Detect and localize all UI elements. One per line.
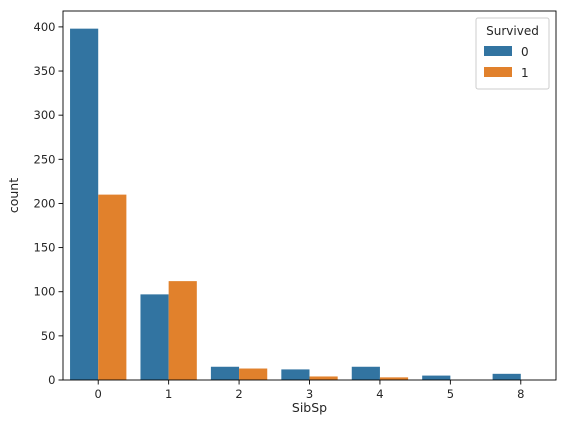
bar-sibsp-1-survived-1 bbox=[168, 281, 197, 380]
x-tick-label: 8 bbox=[517, 387, 524, 401]
y-tick-label: 200 bbox=[34, 196, 56, 210]
legend-title: Survived bbox=[486, 24, 539, 38]
x-tick-label: 2 bbox=[235, 387, 242, 401]
bars-group bbox=[70, 28, 521, 380]
bar-sibsp-4-survived-0 bbox=[351, 366, 380, 380]
x-tick-label: 1 bbox=[165, 387, 172, 401]
y-tick-label: 350 bbox=[34, 64, 56, 78]
plot-frame bbox=[62, 10, 557, 381]
bar-sibsp-3-survived-0 bbox=[281, 369, 310, 380]
legend-label-0: 0 bbox=[521, 45, 529, 59]
y-tick-label: 400 bbox=[34, 20, 56, 34]
bar-sibsp-2-survived-1 bbox=[239, 368, 268, 380]
x-axis-ticks: 0 1 2 3 4 5 8 bbox=[95, 380, 524, 401]
legend-entries: 01 bbox=[484, 45, 529, 80]
y-tick-label: 50 bbox=[41, 329, 56, 343]
bar-sibsp-1-survived-0 bbox=[140, 294, 169, 380]
bar-sibsp-4-survived-1 bbox=[379, 377, 409, 380]
y-tick-label: 250 bbox=[34, 152, 56, 166]
y-axis-label: count bbox=[6, 178, 21, 213]
legend-label-1: 1 bbox=[521, 66, 529, 80]
bar-sibsp-8-survived-0 bbox=[492, 373, 521, 380]
bar-sibsp-0-survived-0 bbox=[70, 28, 99, 380]
x-axis-label: SibSp bbox=[292, 400, 327, 415]
legend-swatch-0 bbox=[484, 46, 512, 56]
x-tick-label: 4 bbox=[376, 387, 383, 401]
x-tick-label: 3 bbox=[306, 387, 313, 401]
bar-sibsp-0-survived-1 bbox=[98, 194, 127, 380]
y-tick-label: 300 bbox=[34, 108, 56, 122]
bar-sibsp-2-survived-0 bbox=[210, 366, 240, 380]
bar-sibsp-5-survived-0 bbox=[422, 375, 451, 380]
y-tick-label: 100 bbox=[34, 285, 56, 299]
y-tick-label: 150 bbox=[34, 241, 56, 255]
x-tick-label: 0 bbox=[95, 387, 102, 401]
y-tick-label: 0 bbox=[48, 373, 55, 387]
bar-sibsp-3-survived-1 bbox=[309, 376, 338, 380]
legend: Survived 01 bbox=[475, 17, 550, 90]
x-tick-label: 5 bbox=[447, 387, 454, 401]
y-axis-ticks: 0 50 100 150 200 250 300 350 400 bbox=[34, 20, 63, 387]
legend-swatch-1 bbox=[484, 67, 512, 77]
